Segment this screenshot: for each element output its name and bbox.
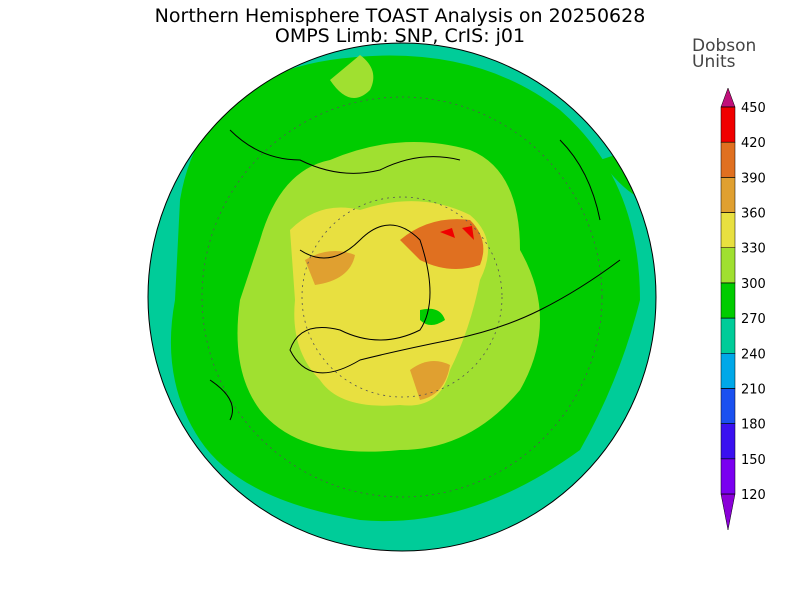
colorbar-tick-label: 240 xyxy=(741,347,766,362)
colorbar-low xyxy=(720,493,736,531)
colorbar-tick-label: 120 xyxy=(741,488,766,503)
title: Northern Hemisphere TOAST Analysis on 20… xyxy=(155,5,646,27)
globe-outline xyxy=(147,42,657,552)
subtitle: OMPS Limb: SNP, CrIS: j01 xyxy=(275,25,525,47)
colorbar-tick-label: 360 xyxy=(741,207,766,222)
colorbar-segment xyxy=(720,388,736,424)
colorbar: 120 150 180 210 240 270 300 330 360 390 420 450 xyxy=(720,87,766,531)
colorbar-tick-label: 300 xyxy=(741,277,766,292)
colorbar-segment xyxy=(720,106,736,143)
colorbar-tick-label: 270 xyxy=(741,312,766,327)
colorbar-segment xyxy=(720,247,736,284)
colorbar-tick-label: 180 xyxy=(741,418,766,433)
ozone-map xyxy=(148,43,656,551)
colorbar-tick-label: 420 xyxy=(741,136,766,151)
colorbar-tick-label: 390 xyxy=(741,171,766,186)
colorbar-segment xyxy=(720,353,736,389)
colorbar-label: Dobson xyxy=(692,36,756,56)
colorbar-segment xyxy=(720,458,736,495)
colorbar-segment xyxy=(720,317,736,354)
colorbar-segment xyxy=(720,141,736,178)
colorbar-segment xyxy=(720,177,736,213)
colorbar-tick-label: 450 xyxy=(741,101,766,116)
colorbar-tick-label: 210 xyxy=(741,382,766,397)
colorbar-label: Units xyxy=(692,52,736,72)
colorbar-segment xyxy=(720,212,736,248)
colorbar-high xyxy=(720,87,736,108)
colorbar-tick-label: 150 xyxy=(741,453,766,468)
colorbar-segment xyxy=(720,282,736,319)
colorbar-segment xyxy=(720,423,736,460)
colorbar-tick-label: 330 xyxy=(741,242,766,257)
